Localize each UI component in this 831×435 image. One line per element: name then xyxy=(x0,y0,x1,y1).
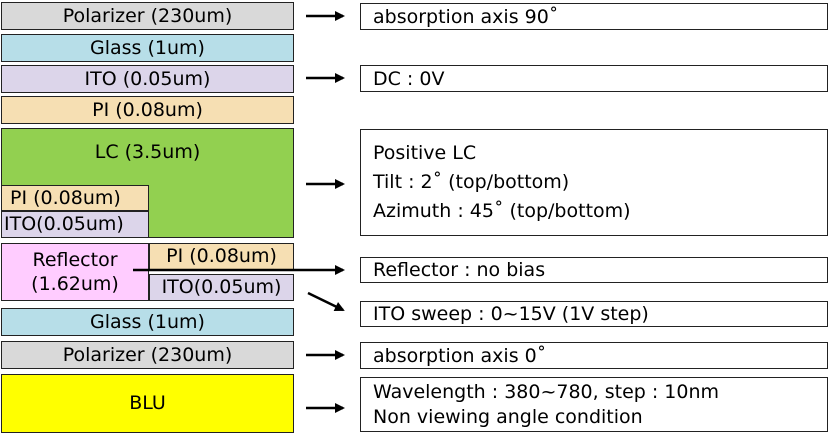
pi-top-layer: PI (0.08um) xyxy=(1,96,294,124)
note-reflector: Reflector : no bias xyxy=(360,257,828,283)
note-polarizer-bottom: absorption axis 0˚ xyxy=(360,342,828,369)
ito-inner-label: ITO(0.05um) xyxy=(4,213,124,235)
polarizer-bottom-label: Polarizer (230um) xyxy=(62,343,233,366)
note-blu-line1: Wavelength : 380~780, step : 10nm xyxy=(373,380,720,403)
ito-top-label: ITO (0.05um) xyxy=(84,67,211,90)
note-ito-sweep-text: ITO sweep : 0~15V (1V step) xyxy=(373,303,649,325)
note-blu-line2: Non viewing angle condition xyxy=(373,405,643,428)
note-polarizer-bottom-text: absorption axis 0˚ xyxy=(373,344,547,367)
glass-top-label: Glass (1um) xyxy=(90,36,205,59)
lc-label: LC (3.5um) xyxy=(94,141,201,163)
note-ito-top: DC : 0V xyxy=(360,65,828,92)
note-lc-line2: Tilt : 2˚ (top/bottom) xyxy=(373,171,570,193)
polarizer-top-label: Polarizer (230um) xyxy=(62,4,233,27)
glass-bottom-layer: Glass (1um) xyxy=(1,308,294,336)
reflector-layer: Reflector (1.62um) xyxy=(1,243,149,301)
note-blu: Wavelength : 380~780, step : 10nm Non vi… xyxy=(360,377,828,432)
note-lc: Positive LC Tilt : 2˚ (top/bottom) Azimu… xyxy=(360,129,828,236)
glass-bottom-label: Glass (1um) xyxy=(90,310,205,333)
pi-lower-label: PI (0.08um) xyxy=(166,245,277,267)
polarizer-top-layer: Polarizer (230um) xyxy=(1,2,294,30)
reflector-label-line2: (1.62um) xyxy=(31,273,119,295)
ito-top-layer: ITO (0.05um) xyxy=(1,65,294,93)
note-lc-line1: Positive LC xyxy=(373,142,477,164)
note-lc-line3: Azimuth : 45˚ (top/bottom) xyxy=(373,200,631,222)
ito-lower-label: ITO(0.05um) xyxy=(161,276,282,298)
polarizer-bottom-layer: Polarizer (230um) xyxy=(1,341,294,369)
ito-inner-layer: ITO(0.05um) xyxy=(1,211,149,238)
note-ito-top-text: DC : 0V xyxy=(373,67,445,90)
glass-top-layer: Glass (1um) xyxy=(1,34,294,62)
pi-top-label: PI (0.08um) xyxy=(92,98,203,121)
blu-layer: BLU xyxy=(1,374,294,433)
pi-inner-layer: PI (0.08um) xyxy=(1,185,149,211)
note-reflector-text: Reflector : no bias xyxy=(373,259,546,281)
arrow-ito-sweep xyxy=(307,291,345,312)
pi-lower-layer: PI (0.08um) xyxy=(149,243,294,270)
ito-lower-layer: ITO(0.05um) xyxy=(149,274,294,301)
note-ito-sweep: ITO sweep : 0~15V (1V step) xyxy=(360,301,828,327)
reflector-label-line1: Reflector xyxy=(32,249,118,271)
note-polarizer-top-text: absorption axis 90˚ xyxy=(373,5,559,28)
note-polarizer-top: absorption axis 90˚ xyxy=(360,3,828,30)
blu-label: BLU xyxy=(129,392,166,414)
pi-inner-label: PI (0.08um) xyxy=(10,186,121,209)
